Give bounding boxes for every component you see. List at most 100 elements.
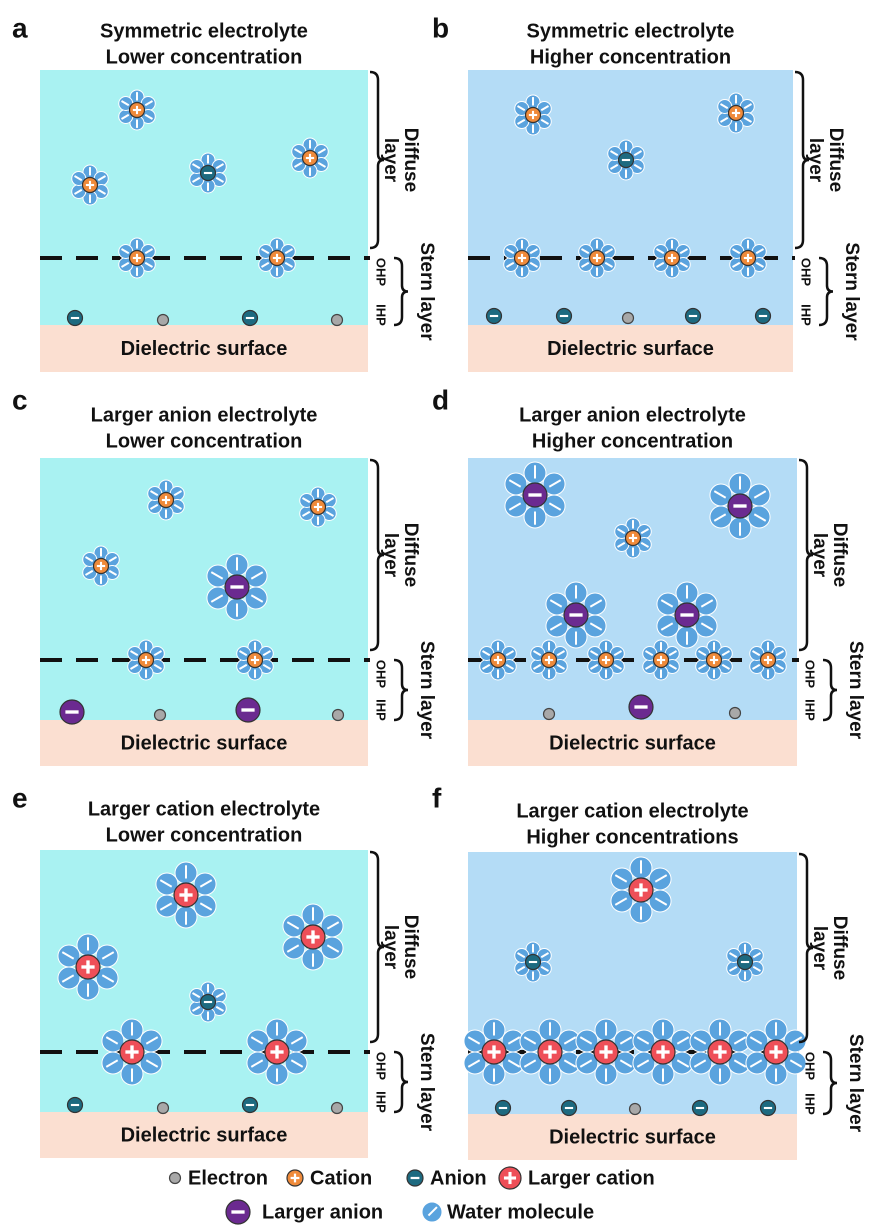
ion: [756, 309, 771, 324]
diffuse-label-line: Diffuse: [825, 128, 846, 192]
surface-label: Dielectric surface: [549, 732, 716, 754]
ion: [629, 878, 653, 902]
water-molecule: [565, 626, 587, 648]
ion: [496, 1101, 511, 1116]
ihp-label: IHP: [803, 699, 818, 721]
ohp-label: OHP: [374, 660, 389, 689]
ion: [557, 309, 572, 324]
ion: [741, 251, 756, 266]
ohp-label: OHP: [803, 660, 818, 689]
diffuse-label-line: Diffuse: [829, 916, 850, 980]
diffuse-label: Diffuselayer: [380, 523, 421, 587]
water-molecule: [729, 473, 751, 495]
water-molecule: [266, 1063, 288, 1085]
surface-label: Dielectric surface: [121, 732, 288, 754]
water-molecule: [729, 517, 751, 539]
ion: [174, 883, 198, 907]
electron: [730, 708, 741, 719]
ion: [564, 603, 588, 627]
ion: [130, 251, 145, 266]
ion: [526, 108, 541, 123]
panel-title: Symmetric electrolyte: [100, 20, 308, 42]
water-molecule: [77, 934, 99, 956]
ion: [515, 251, 530, 266]
panel-title: Lower concentration: [106, 430, 303, 452]
ion: [629, 695, 653, 719]
diffuse-label-line: Diffuse: [400, 128, 421, 192]
ion: [542, 653, 557, 668]
electron: [158, 1103, 169, 1114]
water-molecule: [676, 582, 698, 604]
ohp-label: OHP: [374, 1052, 389, 1081]
legend-label: Larger cation: [528, 1167, 655, 1189]
ion: [594, 1040, 618, 1064]
water-molecule: [676, 626, 698, 648]
panel: c Larger anion electrolyte Lower concentra…: [12, 384, 437, 766]
ion: [626, 531, 641, 546]
water-molecule: [630, 857, 652, 879]
stern-label: Stern layer: [416, 242, 437, 341]
legend-label: Cation: [310, 1167, 372, 1189]
legend-label: Larger anion: [262, 1201, 383, 1223]
legend: ElectronCationAnionLarger cationLarger a…: [170, 1167, 655, 1224]
water-molecule: [121, 1019, 143, 1041]
ion: [675, 603, 699, 627]
diffuse-label: Diffuselayer: [380, 128, 421, 192]
panel-letter: b: [432, 12, 449, 43]
ion: [201, 166, 216, 181]
legend-label: Electron: [188, 1167, 268, 1189]
panel: dLarger anion electrolyteHigher concentr…: [432, 384, 866, 766]
diffuse-label: Diffuselayer: [380, 915, 421, 979]
ohp-label: OHP: [374, 258, 389, 287]
water-molecule: [565, 582, 587, 604]
ion: [482, 1040, 506, 1064]
water-molecule: [595, 1063, 617, 1085]
electron: [544, 709, 555, 720]
panel-letter: d: [432, 384, 449, 415]
diffuse-label-line: layer: [809, 533, 830, 578]
ion: [139, 653, 154, 668]
ihp-label: IHP: [799, 304, 814, 326]
ion: [287, 1170, 303, 1186]
ion: [303, 151, 318, 166]
ion: [225, 575, 249, 599]
electron: [155, 710, 166, 721]
surface-label: Dielectric surface: [547, 338, 714, 360]
ion: [226, 1200, 250, 1224]
panel-title: Higher concentration: [530, 46, 731, 68]
water-molecule: [483, 1063, 505, 1085]
panel-title: Lower concentration: [106, 824, 303, 846]
ion: [159, 493, 174, 508]
surface-label: Dielectric surface: [549, 1126, 716, 1148]
water-molecule: [652, 1019, 674, 1041]
water-molecule: [226, 598, 248, 620]
panel-letter: c: [12, 384, 28, 415]
ohp-label: OHP: [799, 258, 814, 287]
panel-title: Higher concentrations: [526, 826, 738, 848]
panel-letter: a: [12, 12, 28, 43]
ion: [707, 653, 722, 668]
diffuse-label-line: layer: [809, 926, 830, 971]
ion: [120, 1040, 144, 1064]
ion: [665, 251, 680, 266]
stern-label: Stern layer: [416, 641, 437, 740]
diffuse-label: Diffuselayer: [809, 916, 850, 980]
ion: [599, 653, 614, 668]
ion: [130, 103, 145, 118]
water-molecule: [539, 1019, 561, 1041]
water-molecule: [422, 1202, 442, 1222]
ion: [76, 955, 100, 979]
electron: [170, 1173, 181, 1184]
water-molecule: [524, 462, 546, 484]
ion: [651, 1040, 675, 1064]
diffuse-label-line: Diffuse: [829, 523, 850, 587]
ion: [764, 1040, 788, 1064]
ion: [236, 698, 260, 722]
ion: [243, 311, 258, 326]
stern-label: Stern layer: [841, 242, 862, 341]
panel-title: Larger anion electrolyte: [91, 404, 318, 426]
electron: [333, 710, 344, 721]
ion: [562, 1101, 577, 1116]
panel-title: Symmetric electrolyte: [527, 20, 735, 42]
water-molecule: [630, 901, 652, 923]
